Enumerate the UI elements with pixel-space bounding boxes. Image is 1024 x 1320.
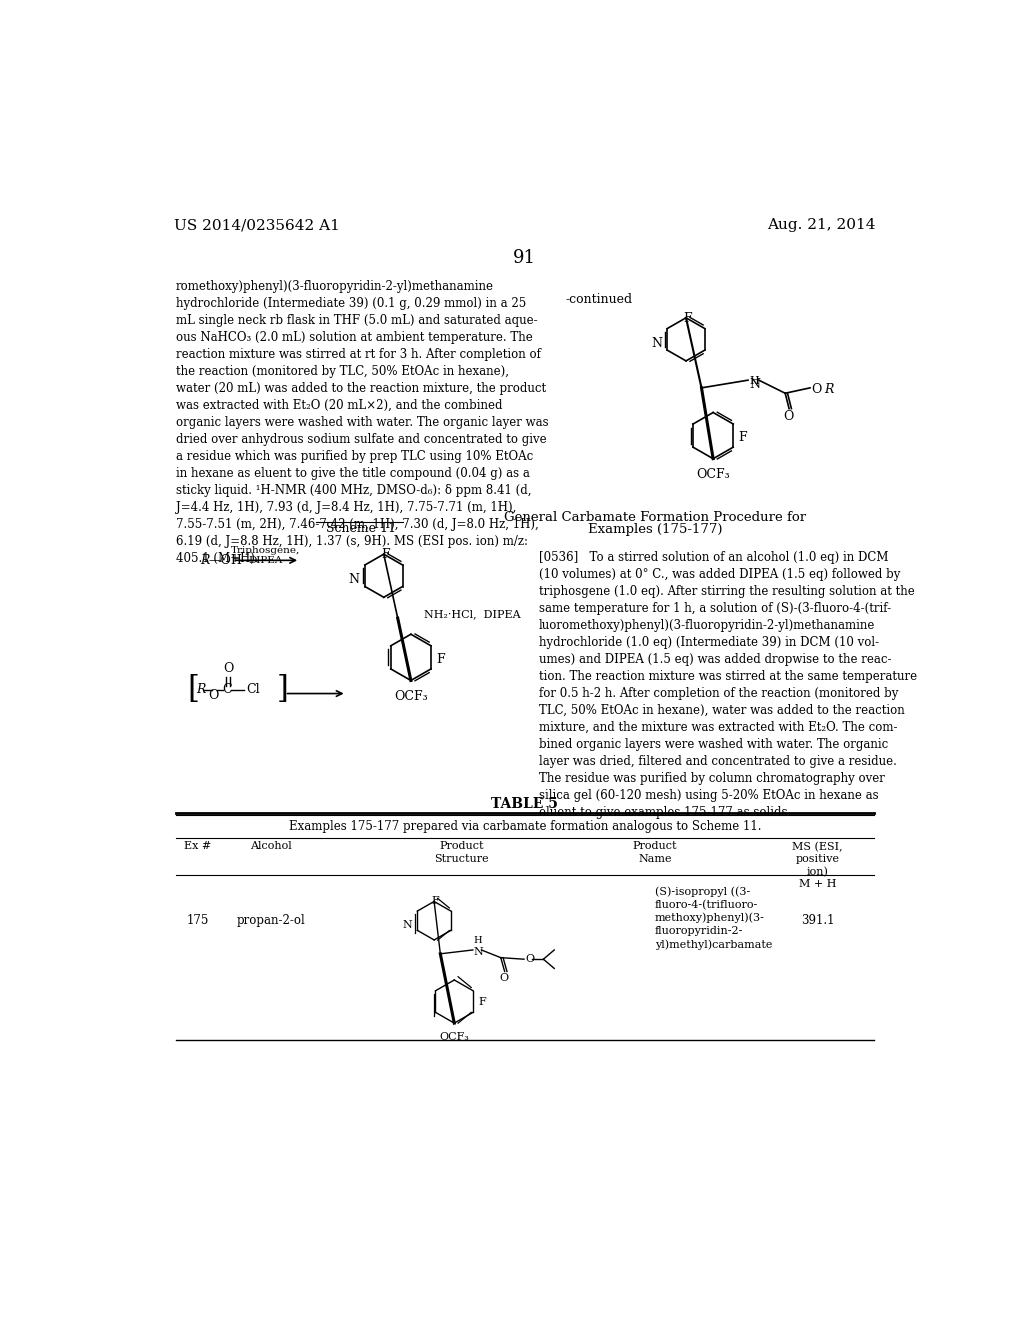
Text: N: N xyxy=(474,948,483,957)
Text: 175: 175 xyxy=(186,915,209,927)
Text: OCF₃: OCF₃ xyxy=(696,469,730,480)
Text: Ex #: Ex # xyxy=(184,841,211,851)
Text: 91: 91 xyxy=(513,249,537,267)
Text: US 2014/0235642 A1: US 2014/0235642 A1 xyxy=(174,218,340,232)
Text: R: R xyxy=(824,383,834,396)
Text: O: O xyxy=(783,411,794,424)
Text: N: N xyxy=(349,573,359,586)
Text: Scheme 11: Scheme 11 xyxy=(326,521,395,535)
Text: Examples (175-177): Examples (175-177) xyxy=(588,524,722,536)
Text: F: F xyxy=(381,548,389,561)
Text: General Carbamate Formation Procedure for: General Carbamate Formation Procedure fo… xyxy=(504,511,806,524)
Text: Product
Name: Product Name xyxy=(633,841,677,863)
Text: [: [ xyxy=(187,675,199,705)
Text: Examples 175-177 prepared via carbamate formation analogous to Scheme 11.: Examples 175-177 prepared via carbamate … xyxy=(289,820,761,833)
Text: C: C xyxy=(222,684,232,696)
Text: Cl: Cl xyxy=(246,684,259,696)
Text: O: O xyxy=(525,954,535,964)
Text: OCF₃: OCF₃ xyxy=(439,1032,469,1041)
Text: O: O xyxy=(500,973,509,983)
Text: O: O xyxy=(223,663,233,675)
Text: MS (ESI,
positive
ion)
M + H: MS (ESI, positive ion) M + H xyxy=(793,841,843,890)
Text: [0536]   To a stirred solution of an alcohol (1.0 eq) in DCM
(10 volumes) at 0° : [0536] To a stirred solution of an alcoh… xyxy=(539,552,916,820)
Text: OCF₃: OCF₃ xyxy=(394,689,428,702)
Text: H: H xyxy=(474,936,482,945)
Text: F: F xyxy=(738,432,748,445)
Text: O: O xyxy=(208,689,218,702)
Text: R: R xyxy=(197,684,206,696)
Text: TABLE 5: TABLE 5 xyxy=(492,797,558,812)
Text: Product
Structure: Product Structure xyxy=(434,841,488,863)
Text: romethoxy)phenyl)(3-fluoropyridin-2-yl)methanamine
hydrochloride (Intermediate 3: romethoxy)phenyl)(3-fluoropyridin-2-yl)m… xyxy=(176,280,549,565)
Text: O: O xyxy=(812,383,822,396)
Text: Alcohol: Alcohol xyxy=(251,841,292,851)
Text: R: R xyxy=(200,554,210,566)
Text: -continued: -continued xyxy=(566,293,633,306)
Text: NH₂·HCl,  DIPEA: NH₂·HCl, DIPEA xyxy=(424,610,520,619)
Text: 391.1: 391.1 xyxy=(801,915,835,927)
Text: H: H xyxy=(750,376,760,387)
Text: N: N xyxy=(651,337,662,350)
Text: F: F xyxy=(436,653,445,667)
Text: Triphosgene,: Triphosgene, xyxy=(231,546,301,556)
Text: N: N xyxy=(402,920,413,929)
Text: DIPEA: DIPEA xyxy=(249,556,283,565)
Text: F: F xyxy=(432,896,439,906)
Text: N: N xyxy=(750,378,761,391)
Text: —OH: —OH xyxy=(209,554,243,566)
Text: Aug. 21, 2014: Aug. 21, 2014 xyxy=(767,218,876,232)
Text: F: F xyxy=(478,997,486,1007)
Text: propan-2-ol: propan-2-ol xyxy=(237,915,306,927)
Text: (S)-isopropyl ((3-
fluoro-4-(trifluoro-
methoxy)phenyl)(3-
fluoropyridin-2-
yl)m: (S)-isopropyl ((3- fluoro-4-(trifluoro- … xyxy=(655,886,772,950)
Text: F: F xyxy=(683,312,692,325)
Text: ]: ] xyxy=(276,675,289,705)
